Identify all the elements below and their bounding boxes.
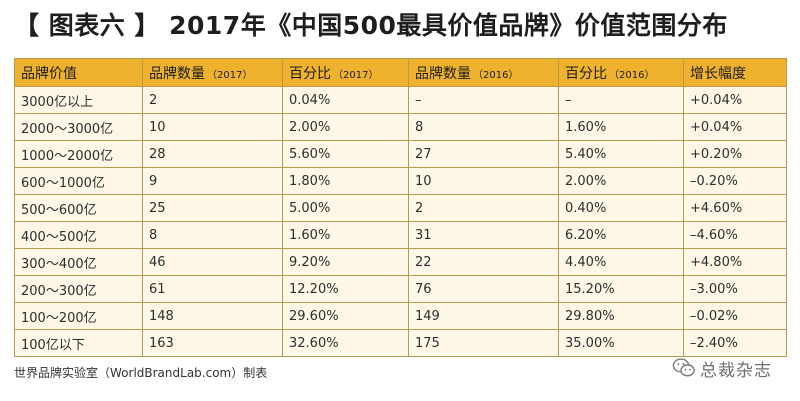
table-cell: 5.00% [282,194,409,222]
table-cell: 32.60% [282,329,409,357]
table-cell: 0.04% [282,86,409,114]
table-cell: 12.20% [282,275,409,303]
table-cell: +4.60% [683,194,787,222]
table-cell: 10 [142,113,283,141]
watermark-text: 总裁杂志 [700,360,772,381]
table-cell: 100亿以下 [14,329,143,357]
table-cell: 1000～2000亿 [14,140,143,168]
table-cell: 3000亿以上 [14,86,143,114]
column-header-label: 品牌价值 [21,65,77,82]
table-cell: –0.02% [683,302,787,330]
table-cell: 1.60% [558,113,684,141]
page-title: 【 图表六 】 2017年《中国500最具价值品牌》价值范围分布 [14,11,728,40]
table-cell: 5.60% [282,140,409,168]
table-cell: 2.00% [558,167,684,195]
column-header: 品牌数量 （2017） [142,58,283,87]
table-cell: 6.20% [558,221,684,249]
table-row: 2000～3000亿 10 2.00% 8 1.60% +0.04% [14,113,787,141]
column-header-year: （2017） [333,69,379,81]
table-cell: 2000～3000亿 [14,113,143,141]
table-cell: 1.80% [282,167,409,195]
table-row: 400～500亿 8 1.60% 31 6.20% –4.60% [14,221,787,249]
table-cell: –2.40% [683,329,787,357]
table-cell: 500～600亿 [14,194,143,222]
table-cell: 8 [408,113,559,141]
table-cell: 61 [142,275,283,303]
column-header: 百分比 （2017） [282,58,409,87]
column-header: 增长幅度 [683,58,787,87]
column-header-year: （2017） [207,69,253,81]
table-cell: 0.40% [558,194,684,222]
table-cell: +0.04% [683,86,787,114]
table-cell: 163 [142,329,283,357]
table-cell: 149 [408,302,559,330]
table-cell: 22 [408,248,559,276]
table-cell: 8 [142,221,283,249]
table-cell: 2.00% [282,113,409,141]
table-row: 600～1000亿 9 1.80% 10 2.00% –0.20% [14,167,787,195]
table-cell: 27 [408,140,559,168]
table-cell: +0.04% [683,113,787,141]
table-cell: +0.20% [683,140,787,168]
table-cell: +4.80% [683,248,787,276]
table-cell: 10 [408,167,559,195]
table-cell: 31 [408,221,559,249]
column-header-label: 品牌数量 [415,65,471,82]
table-cell: –0.20% [683,167,787,195]
table-cell: 100～200亿 [14,302,143,330]
table-cell: 148 [142,302,283,330]
column-header: 品牌数量 （2016） [408,58,559,87]
table-header-row: 品牌价值 品牌数量 （2017） 百分比 （2017） 品牌数量 （2016） 百分比 （201… [14,58,787,87]
table-cell: 35.00% [558,329,684,357]
table-cell: 2 [408,194,559,222]
table-cell: 29.60% [282,302,409,330]
table-cell: – [558,86,684,114]
table-cell: 25 [142,194,283,222]
column-header-label: 百分比 [289,65,331,82]
table-cell: 9 [142,167,283,195]
value-distribution-table: 品牌价值 品牌数量 （2017） 百分比 （2017） 品牌数量 （2016） 百分比 （201… [14,58,787,357]
table-cell: 1.60% [282,221,409,249]
table-cell: 46 [142,248,283,276]
column-header: 百分比 （2016） [558,58,684,87]
table-cell: 29.80% [558,302,684,330]
table-body: 3000亿以上 2 0.04% – – +0.04% 2000～3000亿 10 2.00% 8 1… [14,86,787,357]
table-cell: 400～500亿 [14,221,143,249]
table-row: 3000亿以上 2 0.04% – – +0.04% [14,86,787,114]
table-cell: – [408,86,559,114]
table-cell: –4.60% [683,221,787,249]
table-cell: 28 [142,140,283,168]
watermark: 总裁杂志 [672,355,772,381]
column-header-year: （2016） [609,69,655,81]
table-cell: 5.40% [558,140,684,168]
table-cell: 4.40% [558,248,684,276]
table-cell: 300～400亿 [14,248,143,276]
column-header-label: 品牌数量 [149,65,205,82]
column-header-label: 百分比 [565,65,607,82]
table-cell: –3.00% [683,275,787,303]
table-cell: 175 [408,329,559,357]
table-cell: 200～300亿 [14,275,143,303]
table-cell: 600～1000亿 [14,167,143,195]
table-row: 200～300亿 61 12.20% 76 15.20% –3.00% [14,275,787,303]
table-row: 1000～2000亿 28 5.60% 27 5.40% +0.20% [14,140,787,168]
column-header-label: 增长幅度 [690,65,746,82]
table-row: 100～200亿 148 29.60% 149 29.80% –0.02% [14,302,787,330]
source-note: 世界品牌实验室（WorldBrandLab.com）制表 [14,366,268,380]
table-cell: 76 [408,275,559,303]
column-header-year: （2016） [473,69,519,81]
wechat-icon [672,358,695,377]
column-header: 品牌价值 [14,58,143,87]
table-cell: 15.20% [558,275,684,303]
table-cell: 9.20% [282,248,409,276]
table-row: 100亿以下 163 32.60% 175 35.00% –2.40% [14,329,787,357]
table-row: 500～600亿 25 5.00% 2 0.40% +4.60% [14,194,787,222]
table-row: 300～400亿 46 9.20% 22 4.40% +4.80% [14,248,787,276]
table-cell: 2 [142,86,283,114]
